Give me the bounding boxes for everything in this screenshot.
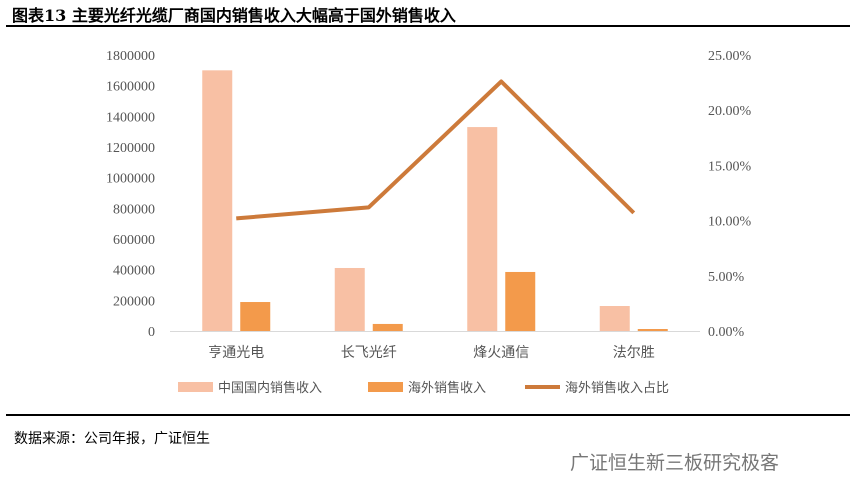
bar-overseas xyxy=(240,302,271,331)
left-tick-label: 1200000 xyxy=(106,141,155,156)
right-tick-label: 25.00% xyxy=(708,49,752,64)
category-label: 长飞光纤 xyxy=(341,345,397,361)
source-note: 数据来源：公司年报，广证恒生 xyxy=(14,431,210,447)
bar-domestic xyxy=(467,127,498,331)
bar-overseas xyxy=(372,323,403,331)
bottom-rule xyxy=(6,414,850,416)
bar-overseas xyxy=(505,271,536,331)
left-tick-label: 600000 xyxy=(113,233,155,248)
category-label: 烽火通信 xyxy=(473,345,529,361)
legend-label: 中国国内销售收入 xyxy=(218,380,322,396)
left-tick-label: 200000 xyxy=(113,294,155,309)
category-label: 法尔胜 xyxy=(613,345,655,361)
right-tick-label: 10.00% xyxy=(708,215,752,230)
watermark: 广证恒生新三板研究极客 xyxy=(570,452,780,474)
chart: 0 200000 400000 600000 800000 1000000 1200000 1… xyxy=(106,49,752,396)
left-tick-label: 1600000 xyxy=(106,80,155,95)
bar-overseas xyxy=(637,329,668,331)
left-tick-label: 1000000 xyxy=(106,172,155,187)
bar-domestic xyxy=(334,267,365,331)
bar-domestic xyxy=(202,70,233,331)
legend-swatch xyxy=(178,382,213,392)
right-tick-label: 0.00% xyxy=(708,325,745,340)
left-tick-label: 0 xyxy=(148,325,155,340)
top-rule xyxy=(6,25,850,27)
legend-swatch xyxy=(368,382,403,392)
legend-label: 海外销售收入 xyxy=(408,380,486,396)
right-tick-label: 15.00% xyxy=(708,159,752,174)
left-tick-label: 400000 xyxy=(113,264,155,279)
figure-title: 图表13 主要光纤光缆厂商国内销售收入大幅高于国外销售收入 xyxy=(12,6,456,25)
left-tick-label: 800000 xyxy=(113,202,155,217)
left-tick-label: 1800000 xyxy=(106,49,155,64)
line-overseas-ratio xyxy=(236,79,636,221)
bar-domestic xyxy=(599,306,630,331)
right-tick-label: 5.00% xyxy=(708,270,745,285)
right-tick-label: 20.00% xyxy=(708,104,752,119)
legend-label: 海外销售收入占比 xyxy=(565,380,669,396)
category-label: 亨通光电 xyxy=(208,344,264,361)
left-tick-label: 1400000 xyxy=(106,110,155,125)
